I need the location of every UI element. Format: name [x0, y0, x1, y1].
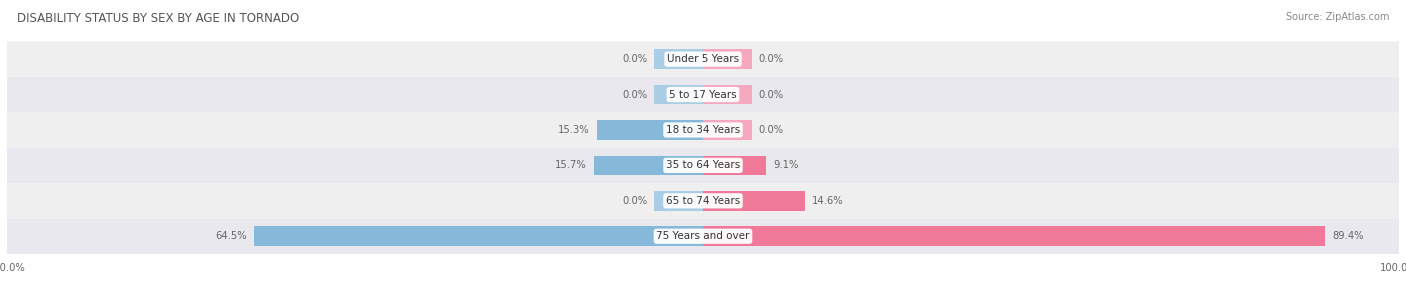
FancyBboxPatch shape — [7, 218, 1399, 254]
Text: 64.5%: 64.5% — [215, 231, 247, 241]
Bar — [654, 191, 703, 210]
Bar — [254, 227, 703, 246]
Bar — [596, 120, 703, 140]
FancyBboxPatch shape — [7, 112, 1399, 148]
FancyBboxPatch shape — [7, 41, 1399, 77]
Bar — [654, 49, 703, 69]
Text: 15.7%: 15.7% — [555, 160, 586, 170]
Text: 0.0%: 0.0% — [759, 125, 783, 135]
Text: 0.0%: 0.0% — [623, 90, 647, 99]
Bar — [654, 85, 703, 104]
Bar — [593, 156, 703, 175]
Text: 14.6%: 14.6% — [811, 196, 844, 206]
Text: 9.1%: 9.1% — [773, 160, 799, 170]
Text: 18 to 34 Years: 18 to 34 Years — [666, 125, 740, 135]
Bar — [703, 120, 752, 140]
Text: Source: ZipAtlas.com: Source: ZipAtlas.com — [1285, 12, 1389, 22]
Bar — [703, 191, 804, 210]
Bar — [703, 156, 766, 175]
FancyBboxPatch shape — [7, 77, 1399, 112]
Bar — [703, 85, 752, 104]
Text: DISABILITY STATUS BY SEX BY AGE IN TORNADO: DISABILITY STATUS BY SEX BY AGE IN TORNA… — [17, 12, 299, 25]
Bar — [703, 227, 1326, 246]
Text: 0.0%: 0.0% — [759, 54, 783, 64]
Text: 0.0%: 0.0% — [623, 54, 647, 64]
Text: 0.0%: 0.0% — [759, 90, 783, 99]
Text: 75 Years and over: 75 Years and over — [657, 231, 749, 241]
Text: 5 to 17 Years: 5 to 17 Years — [669, 90, 737, 99]
FancyBboxPatch shape — [7, 148, 1399, 183]
Text: 0.0%: 0.0% — [623, 196, 647, 206]
Bar — [703, 49, 752, 69]
Text: 15.3%: 15.3% — [558, 125, 589, 135]
Text: 35 to 64 Years: 35 to 64 Years — [666, 160, 740, 170]
Text: Under 5 Years: Under 5 Years — [666, 54, 740, 64]
Text: 65 to 74 Years: 65 to 74 Years — [666, 196, 740, 206]
FancyBboxPatch shape — [7, 183, 1399, 218]
Text: 89.4%: 89.4% — [1331, 231, 1364, 241]
